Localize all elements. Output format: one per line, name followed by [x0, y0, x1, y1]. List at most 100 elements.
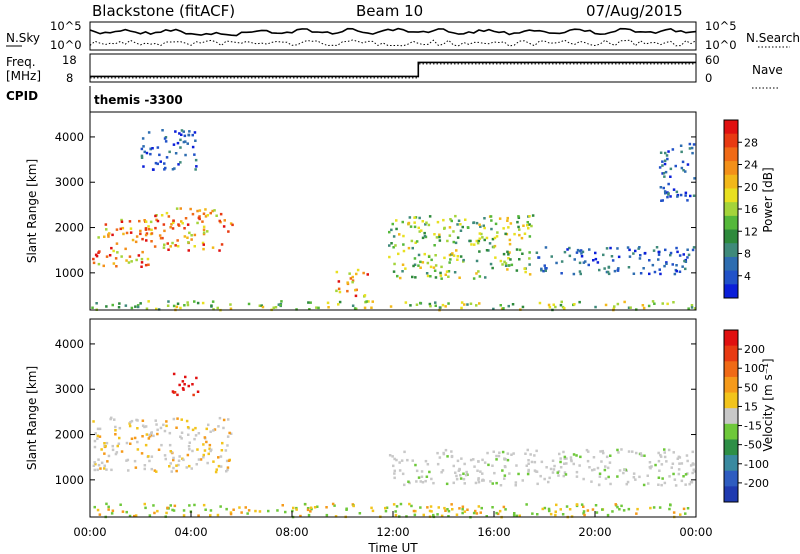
heatmap-cell [292, 506, 295, 510]
heatmap-cell [207, 452, 210, 456]
heatmap-cell [180, 437, 183, 440]
heatmap-cell [686, 256, 689, 259]
heatmap-cell [421, 481, 425, 484]
heatmap-cell [669, 175, 672, 178]
heatmap-cell [548, 509, 551, 513]
heatmap-cell [591, 468, 594, 472]
heatmap-cell [491, 506, 494, 509]
heatmap-cell [687, 307, 690, 310]
heatmap-cell [191, 449, 194, 453]
heatmap-cell [104, 223, 108, 226]
heatmap-cell [414, 276, 417, 279]
heatmap-cell [659, 455, 663, 458]
heatmap-cell [164, 457, 167, 461]
heatmap-cell [93, 505, 96, 509]
heatmap-cell [503, 457, 506, 460]
heatmap-cell [448, 226, 452, 229]
heatmap-cell [267, 509, 270, 513]
heatmap-cell [565, 462, 568, 465]
heatmap-cell [147, 228, 151, 231]
heatmap-cell [423, 252, 426, 256]
heatmap-cell [475, 304, 478, 307]
heatmap-cell [429, 265, 433, 269]
heatmap-cell [461, 225, 464, 229]
heatmap-cell [536, 513, 539, 516]
heatmap-cell [201, 301, 205, 305]
heatmap-cell [676, 250, 679, 254]
heatmap-cell [412, 509, 416, 513]
heatmap-cell [408, 216, 412, 219]
heatmap-cell [404, 267, 407, 270]
heatmap-cell [194, 139, 197, 142]
heatmap-cell [520, 236, 524, 240]
heatmap-cell [682, 169, 685, 172]
heatmap-cell [555, 503, 558, 507]
heatmap-cell [478, 250, 481, 253]
heatmap-cell [461, 511, 464, 515]
heatmap-cell [484, 276, 487, 279]
heatmap-cell [460, 306, 463, 310]
heatmap-cell [170, 223, 173, 226]
heatmap-cell [415, 240, 419, 243]
heatmap-cell [136, 305, 140, 309]
heatmap-cell [401, 270, 404, 273]
heatmap-cell [225, 470, 228, 473]
heatmap-cell [444, 509, 447, 512]
heatmap-cell [660, 199, 663, 202]
freq-tick-top: 18 [62, 53, 77, 67]
heatmap-cell [604, 465, 607, 468]
colorbar-tick-label: 200 [744, 343, 765, 356]
heatmap-cell [143, 464, 147, 467]
heatmap-cell [508, 242, 512, 246]
heatmap-cell [598, 475, 602, 478]
heatmap-cell [440, 471, 443, 474]
heatmap-cell [338, 290, 342, 294]
heatmap-cell [580, 503, 584, 506]
colorbar-swatch [724, 147, 738, 162]
heatmap-cell [527, 462, 530, 465]
heatmap-cell [367, 300, 370, 303]
heatmap-cell [527, 459, 530, 462]
heatmap-cell [337, 287, 341, 291]
heatmap-cell [493, 471, 496, 475]
heatmap-cell [202, 456, 205, 459]
heatmap-cell [358, 512, 362, 515]
heatmap-cell [161, 236, 164, 240]
heatmap-cell [472, 458, 475, 461]
heatmap-cell [517, 216, 521, 219]
heatmap-cell [188, 231, 191, 235]
heatmap-cell [196, 390, 200, 393]
heatmap-cell [226, 466, 230, 469]
heatmap-cell [539, 474, 542, 478]
heatmap-cell [463, 303, 466, 306]
xtick-label: 00:00 [73, 525, 106, 539]
time-xlabel: Time UT [367, 541, 418, 554]
heatmap-cell [161, 129, 164, 132]
heatmap-cell [525, 464, 528, 467]
heatmap-cell [480, 232, 483, 236]
heatmap-cell [648, 259, 651, 262]
heatmap-cell [138, 219, 141, 223]
heatmap-cell [105, 468, 108, 471]
heatmap-cell [175, 464, 178, 467]
heatmap-cell [409, 304, 412, 307]
heatmap-cell [108, 232, 111, 235]
heatmap-cell [639, 254, 642, 257]
heatmap-cell [211, 246, 215, 249]
heatmap-cell [228, 431, 231, 435]
heatmap-cell [479, 470, 482, 473]
heatmap-cell [229, 511, 233, 514]
heatmap-cell [176, 239, 179, 242]
heatmap-cell [384, 506, 387, 510]
heatmap-cell [514, 481, 518, 484]
heatmap-cell [506, 250, 509, 254]
heatmap-cell [93, 439, 97, 443]
heatmap-cell [133, 514, 136, 518]
heatmap-cell [337, 303, 340, 306]
heatmap-cell [176, 302, 180, 305]
heatmap-cell [118, 436, 121, 440]
heatmap-cell [195, 376, 198, 380]
heatmap-cell [676, 457, 679, 460]
heatmap-cell [218, 249, 221, 252]
